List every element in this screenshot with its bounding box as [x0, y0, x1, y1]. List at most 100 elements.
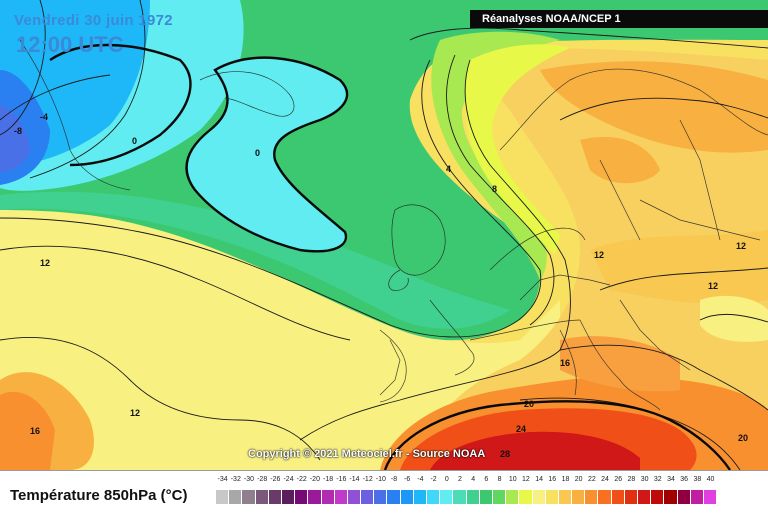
legend-swatch: [492, 490, 507, 504]
date-label: Vendredi 30 juin 1972: [14, 12, 173, 29]
legend-swatch: [387, 490, 401, 504]
legend-swatch: [440, 490, 454, 504]
label-12-atlantic: 12: [130, 408, 140, 418]
temperature-zone-28: [430, 431, 640, 470]
legend-swatch: [229, 490, 243, 504]
legend-tick: 4: [471, 476, 476, 483]
legend-tick: 38: [693, 476, 702, 483]
legend-tick: -12: [362, 476, 373, 483]
legend-color-scale: [216, 490, 718, 504]
label-16-italy: 16: [560, 358, 570, 368]
legend-swatch: [242, 490, 256, 504]
temperature-zone-minus10: [0, 105, 30, 172]
legend-swatch: [308, 490, 322, 504]
temperature-patch-southwest-core: [0, 391, 55, 470]
label-minus8: -8: [14, 126, 22, 136]
legend-swatch: [664, 490, 678, 504]
legend-tick: 20: [574, 476, 583, 483]
legend-tick: -4: [417, 476, 424, 483]
legend-swatch: [321, 490, 335, 504]
legend-swatch: [519, 490, 533, 504]
legend-tick: -16: [336, 476, 347, 483]
legend-swatch: [479, 490, 493, 504]
legend-swatch: [651, 490, 665, 504]
legend-tick: 32: [653, 476, 662, 483]
legend-swatch: [466, 490, 480, 504]
label-20-east: 20: [738, 433, 748, 443]
label-12-west: 12: [40, 258, 50, 268]
legend-swatch: [506, 490, 520, 504]
legend-swatch: [690, 490, 704, 504]
legend-scale-ticks: -34 -32 -30 -28 -26 -24 -22 -20 -18 -16 -14 -12 -10-…: [216, 476, 717, 483]
legend-swatch: [677, 490, 691, 504]
legend-tick: -26: [270, 476, 281, 483]
legend-tick: 0: [444, 476, 449, 483]
label-24: 24: [516, 424, 526, 434]
legend-swatch: [281, 490, 296, 504]
temperature-map: -8 -4 0 0 4 8 12 12 12 12 12 16 16 20 20…: [0, 0, 768, 470]
legend-tick: -34: [217, 476, 228, 483]
legend-tick: 2: [458, 476, 462, 483]
copyright-notice: Copyright © 2021 Meteociel.fr - Source N…: [248, 448, 486, 460]
legend-swatch: [545, 490, 559, 504]
legend-tick: 22: [587, 476, 596, 483]
isotherm-bold: [49, 43, 731, 470]
legend-tick: -14: [349, 476, 360, 483]
legend-tick: -28: [257, 476, 268, 483]
legend-tick: 28: [627, 476, 636, 483]
isotherm-contours: [0, 0, 768, 470]
legend-tick: 6: [484, 476, 489, 483]
legend-swatch: [624, 490, 638, 504]
legend-tick: -20: [309, 476, 320, 483]
label-12-east2: 12: [708, 281, 718, 291]
label-0-greenland: 0: [132, 136, 137, 146]
legend-tick: 8: [497, 476, 502, 483]
temperature-band-4: [0, 191, 510, 329]
cold-pool-atlantic: [186, 57, 348, 252]
legend-swatch: [703, 490, 718, 504]
coastlines: [19, 39, 768, 411]
legend-swatch: [558, 490, 573, 504]
legend-swatch: [374, 490, 388, 504]
temperature-band-12-south: [0, 300, 430, 470]
legend-swatch: [255, 490, 269, 504]
temperature-band-10-12: [465, 44, 570, 255]
legend-swatch: [427, 490, 441, 504]
label-4: 4: [446, 164, 451, 174]
legend-swatch: [598, 490, 612, 504]
label-16-southwest: 16: [30, 426, 40, 436]
legend-title: Température 850hPa (°C): [10, 487, 188, 504]
legend-swatch: [572, 490, 586, 504]
legend-tick: -10: [375, 476, 386, 483]
legend-swatch: [361, 490, 375, 504]
label-12-east: 12: [736, 241, 746, 251]
label-8: 8: [492, 184, 497, 194]
legend-tick: -22: [296, 476, 307, 483]
legend-swatch: [585, 490, 599, 504]
legend-tick: 40: [706, 476, 715, 483]
legend-swatch: [400, 490, 414, 504]
legend-swatch: [216, 490, 230, 504]
legend-swatch: [334, 490, 348, 504]
legend-bar: Température 850hPa (°C) -34 -32 -30 -28 -26 -…: [0, 470, 768, 513]
legend-tick: 36: [680, 476, 689, 483]
legend-tick: 24: [601, 476, 609, 483]
label-0-atlantic: 0: [255, 148, 260, 158]
time-label: 12:00 UTC: [16, 32, 124, 57]
legend-tick: -18: [323, 476, 334, 483]
label-28: 28: [500, 449, 510, 459]
legend-swatch: [638, 490, 652, 504]
legend-swatch: [295, 490, 309, 504]
temperature-patch-scandinavia: [540, 61, 768, 153]
legend-tick: 30: [640, 476, 649, 483]
legend-swatch: [413, 490, 427, 504]
legend-tick: -8: [390, 476, 398, 483]
legend-swatch: [611, 490, 625, 504]
legend-tick: -32: [230, 476, 241, 483]
legend-tick: 10: [508, 476, 517, 483]
legend-tick: 16: [548, 476, 557, 483]
legend-tick: -30: [243, 476, 255, 483]
legend-tick: 12: [522, 476, 530, 483]
legend-swatch: [268, 490, 282, 504]
